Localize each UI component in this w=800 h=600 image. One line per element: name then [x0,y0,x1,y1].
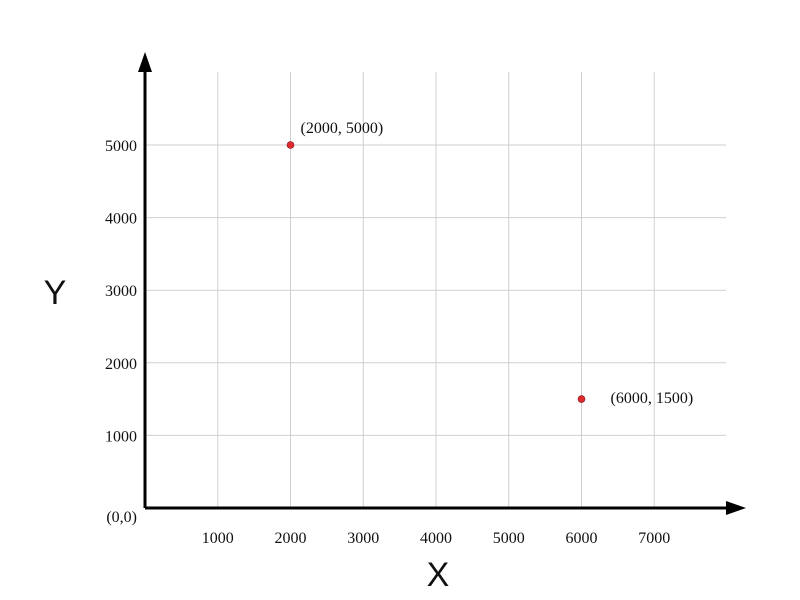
x-tick-label: 3000 [347,530,379,547]
y-axis-arrow-icon [138,52,152,72]
grid [145,72,726,508]
data-point-label: (6000, 1500) [611,390,694,407]
origin-label: (0,0) [106,509,137,526]
x-tick-label: 4000 [420,530,452,547]
x-tick-label: 5000 [493,530,525,547]
y-tick-label: 1000 [105,428,137,445]
y-tick-label: 5000 [105,138,137,155]
x-tick-label: 1000 [202,530,234,547]
x-tick-label: 7000 [638,530,670,547]
x-tick-label: 2000 [275,530,307,547]
data-point [286,141,295,149]
tick-labels: 1000 2000 3000 4000 5000 6000 7000 1000 2000 3000… [105,138,670,547]
y-tick-label: 3000 [105,283,137,300]
axes [138,52,746,515]
y-tick-label: 4000 [105,211,137,228]
x-tick-label: 6000 [566,530,598,547]
y-tick-label: 2000 [105,356,137,373]
x-axis-arrow-icon [726,501,746,515]
data-point-label: (2000, 5000) [301,120,384,137]
data-points: (2000, 5000) (6000, 1500) [286,120,694,407]
x-axis-title: X [427,556,450,594]
data-point [577,395,586,403]
y-axis-title: Y [44,274,67,312]
